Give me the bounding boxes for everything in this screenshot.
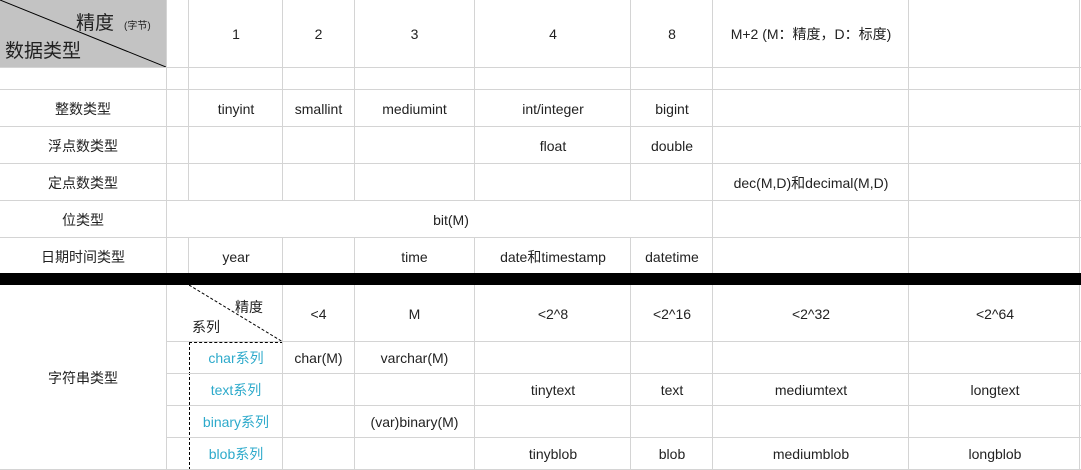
table-cell: datetime <box>645 248 699 265</box>
table-cell: tinytext <box>530 382 576 398</box>
table-cell: tinyblob <box>528 446 578 462</box>
table-cell: smallint <box>294 100 343 117</box>
grid-line <box>712 0 713 273</box>
diagonal-dashed-line <box>189 285 283 342</box>
grid-line <box>0 126 1081 127</box>
table-cell: mediumtext <box>774 382 848 398</box>
grid-line <box>354 285 355 470</box>
grid-line <box>282 0 283 201</box>
header-cell: 4 <box>549 25 557 42</box>
grid-line <box>0 89 1081 90</box>
series-corner: 精度 系列 <box>189 285 283 342</box>
header-cell: 1 <box>232 25 240 42</box>
grid-line <box>474 285 475 470</box>
grid-line <box>354 237 355 273</box>
grid-line <box>354 0 355 201</box>
grid-line <box>166 373 1081 374</box>
grid-line <box>166 437 1081 438</box>
grid-line <box>0 200 1081 201</box>
header-cell: <2^64 <box>975 305 1015 322</box>
header-cell: <4 <box>310 305 327 322</box>
header-cell: <2^8 <box>537 305 569 322</box>
diagonal-line <box>0 0 166 67</box>
series-name: text系列 <box>210 382 262 398</box>
grid-line <box>630 237 631 273</box>
row-label: 整数类型 <box>55 100 111 117</box>
row-label: 字符串类型 <box>48 369 118 386</box>
grid-line <box>474 0 475 201</box>
table-cell: time <box>401 248 428 265</box>
table-cell: tinyint <box>217 100 255 117</box>
grid-line <box>188 237 189 273</box>
table-cell: (var)binary(M) <box>370 414 459 430</box>
table-cell: longtext <box>970 382 1020 398</box>
header-cell: 3 <box>410 25 419 42</box>
grid-line <box>908 0 909 273</box>
grid-line <box>166 285 167 470</box>
table-cell: year <box>222 248 250 265</box>
grid-line <box>474 237 475 273</box>
grid-line <box>188 0 189 201</box>
series-name: binary系列 <box>202 414 270 430</box>
row-label: 定点数类型 <box>48 174 118 191</box>
grid-line <box>1079 0 1080 273</box>
grid-line <box>0 67 1081 68</box>
data-type-label: 数据类型 <box>5 41 82 62</box>
grid-line <box>166 0 167 273</box>
table-cell: bigint <box>655 100 689 117</box>
header-cell: M+2 (M：精度，D：标度) <box>730 25 892 42</box>
row-label: 浮点数类型 <box>48 137 118 154</box>
row-label: 日期时间类型 <box>41 248 125 265</box>
table-cell: int/integer <box>522 100 584 117</box>
header-cell: <2^32 <box>791 305 831 322</box>
table-cell: date和timestamp <box>500 248 606 265</box>
table-cell: longblob <box>968 446 1022 462</box>
row-label: 位类型 <box>62 211 104 228</box>
grid-line <box>908 285 909 470</box>
header-cell: 8 <box>668 25 676 42</box>
table-cell: char(M) <box>294 350 343 366</box>
series-name: blob系列 <box>208 446 264 462</box>
header-cell: 2 <box>314 25 323 42</box>
corner-precision: 精度 <box>235 299 263 315</box>
grid-line <box>712 285 713 470</box>
table-cell: mediumblob <box>772 446 850 462</box>
table-cell: varchar(M) <box>380 350 449 366</box>
corner-header: 精度 (字节) 数据类型 <box>0 0 166 67</box>
series-dashed-box <box>189 342 283 470</box>
grid-line <box>0 237 1081 238</box>
section-divider <box>0 273 1081 285</box>
grid-line <box>1079 285 1080 470</box>
grid-line <box>630 285 631 470</box>
table-cell: mediumint <box>382 100 447 117</box>
table-cell: bit(M) <box>433 211 469 228</box>
table-cell: text <box>660 382 684 398</box>
precision-label: 精度 <box>76 13 115 34</box>
grid-line <box>0 163 1081 164</box>
grid-line <box>282 237 283 273</box>
header-cell: <2^16 <box>652 305 692 322</box>
grid-line <box>282 285 283 470</box>
grid-line <box>630 0 631 201</box>
header-cell: M <box>408 305 421 322</box>
grid-line <box>166 341 1081 342</box>
precision-unit: (字节) <box>124 21 151 32</box>
table-cell: double <box>650 137 694 154</box>
table-cell: dec(M,D)和decimal(M,D) <box>733 174 889 191</box>
table-cell: blob <box>658 446 686 462</box>
table-cell: float <box>539 137 567 154</box>
series-name: char系列 <box>208 350 264 366</box>
grid-line <box>166 405 1081 406</box>
corner-series: 系列 <box>192 319 220 335</box>
